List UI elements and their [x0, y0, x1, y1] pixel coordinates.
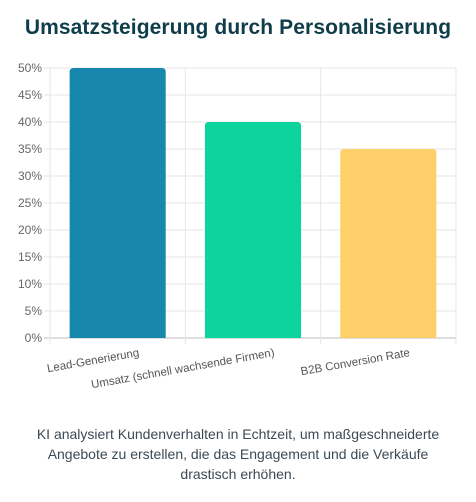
y-tick-label: 50%: [18, 61, 42, 75]
bar-chart: 0% 5% 10% 15% 20% 25% 30% 35% 40% 45% 50% Lead-Gene…: [18, 61, 457, 391]
caption-line-3: drastisch erhöhen.: [180, 466, 296, 482]
bar: [69, 68, 166, 338]
y-tick-label: 25%: [18, 196, 42, 210]
bar: [340, 149, 437, 338]
y-tick-label: 10%: [18, 277, 42, 291]
caption-line-1: KI analysiert Kundenverhalten in Echtzei…: [36, 426, 440, 442]
chart-caption: KI analysiert Kundenverhalten in Echtzei…: [0, 424, 476, 484]
y-tick-label: 35%: [18, 142, 42, 156]
y-tick-label: 30%: [18, 169, 42, 183]
y-tick-label: 0%: [25, 331, 43, 345]
y-tick-label: 40%: [18, 115, 42, 129]
y-tick-label: 20%: [18, 223, 42, 237]
x-tick-label: Lead-Generierung: [46, 347, 140, 375]
bar: [204, 122, 302, 338]
x-tick-label: B2B Conversion Rate: [300, 347, 411, 378]
y-tick-label: 5%: [25, 304, 43, 318]
y-tick-label: 15%: [18, 250, 42, 264]
caption-line-2: Angebote zu erstellen, die das Engagemen…: [47, 446, 429, 462]
chart-title: Umsatzsteigerung durch Personalisierung: [24, 16, 452, 39]
y-tick-label: 45%: [18, 88, 42, 102]
